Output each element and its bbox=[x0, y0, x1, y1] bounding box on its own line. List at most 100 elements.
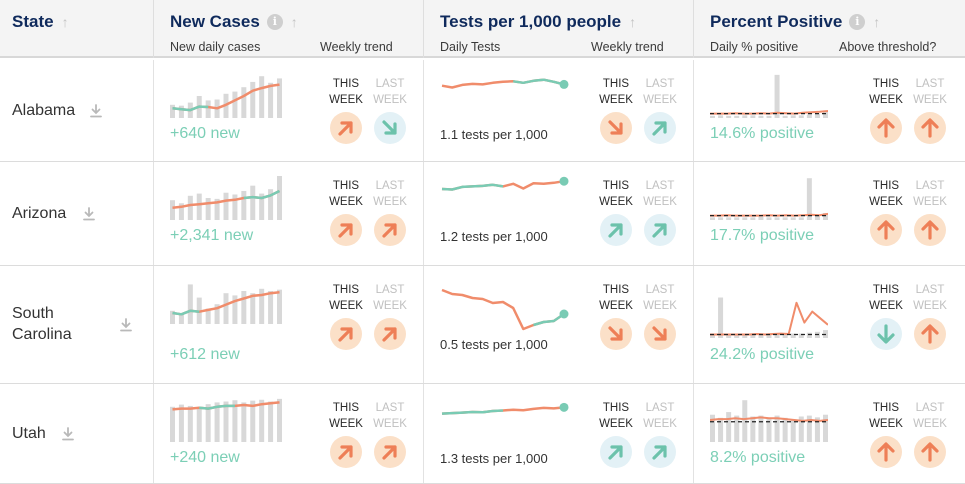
chart-bar bbox=[806, 415, 812, 442]
this-week-label: THIS WEEK bbox=[869, 78, 903, 106]
trend-line bbox=[441, 288, 565, 331]
chart-bar bbox=[710, 115, 715, 118]
chart-bar bbox=[726, 333, 732, 338]
trend-end-dot bbox=[559, 79, 569, 89]
info-icon[interactable]: i bbox=[849, 14, 866, 30]
chart-bar bbox=[259, 193, 265, 220]
tests-cell: 1.3 tests per 1,000 THIS WEEK LAST WEEK bbox=[424, 384, 694, 483]
sort-arrow-up-icon[interactable]: ↑ bbox=[629, 14, 637, 30]
this-week-label: THIS WEEK bbox=[599, 180, 633, 208]
new-cases-cell: +240 new THIS WEEK LAST WEEK bbox=[154, 384, 424, 483]
this-week-label: THIS WEEK bbox=[329, 180, 363, 208]
sort-arrow-up-icon[interactable]: ↑ bbox=[290, 14, 298, 30]
chart-bar bbox=[726, 115, 732, 118]
arrow-up-right-icon bbox=[338, 445, 353, 460]
tests-this-week-arrow bbox=[600, 318, 632, 350]
state-name[interactable]: Alabama bbox=[12, 102, 76, 119]
chart-bar bbox=[750, 217, 756, 220]
arrow-up-right-icon bbox=[338, 223, 353, 238]
chart-bar bbox=[178, 313, 184, 324]
chart-bar bbox=[806, 178, 812, 220]
tests-this-week-arrow bbox=[600, 112, 632, 144]
sort-arrow-up-icon[interactable]: ↑ bbox=[873, 14, 881, 30]
download-icon[interactable] bbox=[89, 104, 103, 118]
chart-bar bbox=[250, 185, 256, 220]
chart-bar bbox=[223, 293, 229, 324]
cases-last-week-arrow bbox=[374, 436, 406, 468]
arrow-down-right-icon bbox=[608, 326, 623, 341]
header-state[interactable]: State ↑ bbox=[0, 0, 154, 58]
trend-end-dot bbox=[559, 402, 569, 412]
chart-bar bbox=[798, 115, 804, 118]
chart-bar bbox=[277, 289, 282, 324]
trend-line-segment bbox=[441, 183, 504, 191]
chart-bar bbox=[187, 405, 193, 442]
header-positive: Percent Positive i ↑ Daily % positive Ab… bbox=[694, 0, 965, 58]
chart-bar bbox=[170, 310, 175, 324]
arrow-up-right-icon bbox=[338, 327, 353, 342]
download-icon[interactable] bbox=[119, 318, 133, 332]
last-week-label: LAST WEEK bbox=[643, 78, 677, 106]
sort-arrow-up-icon[interactable]: ↑ bbox=[61, 14, 69, 30]
download-icon[interactable] bbox=[82, 207, 96, 221]
chart-bar bbox=[187, 284, 193, 324]
state-name[interactable]: Arizona bbox=[12, 205, 67, 222]
arrow-up-right-icon bbox=[382, 445, 397, 460]
cases-last-week-arrow bbox=[374, 214, 406, 246]
chart-bar bbox=[734, 333, 740, 338]
table-row[interactable]: Utah +240 new THIS WEEK LAST WEEK 1.3 tests … bbox=[0, 384, 965, 484]
positive-this-week-arrow bbox=[870, 112, 902, 144]
chart-bar bbox=[241, 87, 247, 118]
tests-cell: 1.2 tests per 1,000 THIS WEEK LAST WEEK bbox=[424, 162, 694, 265]
download-icon[interactable] bbox=[61, 427, 75, 441]
last-week-label: LAST WEEK bbox=[913, 180, 947, 208]
positive-this-week-arrow bbox=[870, 436, 902, 468]
arrow-down-right-icon bbox=[608, 120, 623, 135]
chart-bar bbox=[798, 333, 804, 338]
chart-bar bbox=[232, 91, 238, 118]
chart-bar bbox=[790, 333, 796, 338]
positive-this-week-arrow bbox=[870, 318, 902, 350]
chart-bar bbox=[766, 333, 772, 338]
cases-this-week-arrow bbox=[330, 112, 362, 144]
last-week-label: LAST WEEK bbox=[913, 402, 947, 430]
chart-bar bbox=[259, 399, 265, 442]
trend-line-segment bbox=[172, 105, 209, 112]
state-name[interactable]: Utah bbox=[12, 425, 46, 442]
chart-bar bbox=[782, 115, 788, 118]
chart-bar bbox=[782, 217, 788, 220]
positive-cell: 24.2% positive THIS WEEK LAST WEEK bbox=[694, 266, 965, 383]
chart-bar bbox=[710, 333, 715, 338]
info-icon[interactable]: i bbox=[266, 14, 283, 30]
positive-last-week-arrow bbox=[914, 318, 946, 350]
tests-value: 1.1 tests per 1,000 bbox=[440, 127, 548, 142]
trend-line bbox=[710, 301, 828, 336]
table-row[interactable]: Alabama +640 new THIS WEEK LAST WEEK 1.1 tes… bbox=[0, 60, 965, 162]
tests-last-week-arrow bbox=[644, 436, 676, 468]
chart-bar bbox=[774, 333, 780, 338]
this-week-label: THIS WEEK bbox=[329, 402, 363, 430]
tests-cell: 1.1 tests per 1,000 THIS WEEK LAST WEEK bbox=[424, 60, 694, 161]
trend-line-segment bbox=[243, 189, 281, 200]
chart-bar bbox=[758, 415, 764, 442]
chart-bar bbox=[241, 402, 247, 442]
state-name[interactable]: South Carolina bbox=[12, 305, 72, 343]
last-week-label: LAST WEEK bbox=[373, 402, 407, 430]
chart-bar bbox=[718, 115, 724, 118]
chart-bar bbox=[766, 115, 772, 118]
positive-value: 8.2% positive bbox=[710, 449, 806, 466]
chart-bar bbox=[170, 104, 175, 118]
positive-cell: 17.7% positive THIS WEEK LAST WEEK bbox=[694, 162, 965, 265]
table-row[interactable]: South Carolina +612 new THIS WEEK LAST WEEK… bbox=[0, 266, 965, 384]
chart-bar bbox=[187, 195, 193, 220]
chart-bar bbox=[178, 203, 184, 220]
positive-sparkline bbox=[710, 400, 828, 442]
new-cases-value: +612 new bbox=[170, 346, 240, 363]
chart-bar bbox=[232, 295, 238, 324]
arrow-up-icon bbox=[921, 442, 939, 462]
cases-this-week-arrow bbox=[330, 436, 362, 468]
trend-line-segment bbox=[441, 409, 504, 415]
positive-cell: 8.2% positive THIS WEEK LAST WEEK bbox=[694, 384, 965, 483]
header-tests-title: Tests per 1,000 people bbox=[440, 12, 622, 31]
table-row[interactable]: Arizona +2,341 new THIS WEEK LAST WEEK 1.2 t… bbox=[0, 162, 965, 266]
